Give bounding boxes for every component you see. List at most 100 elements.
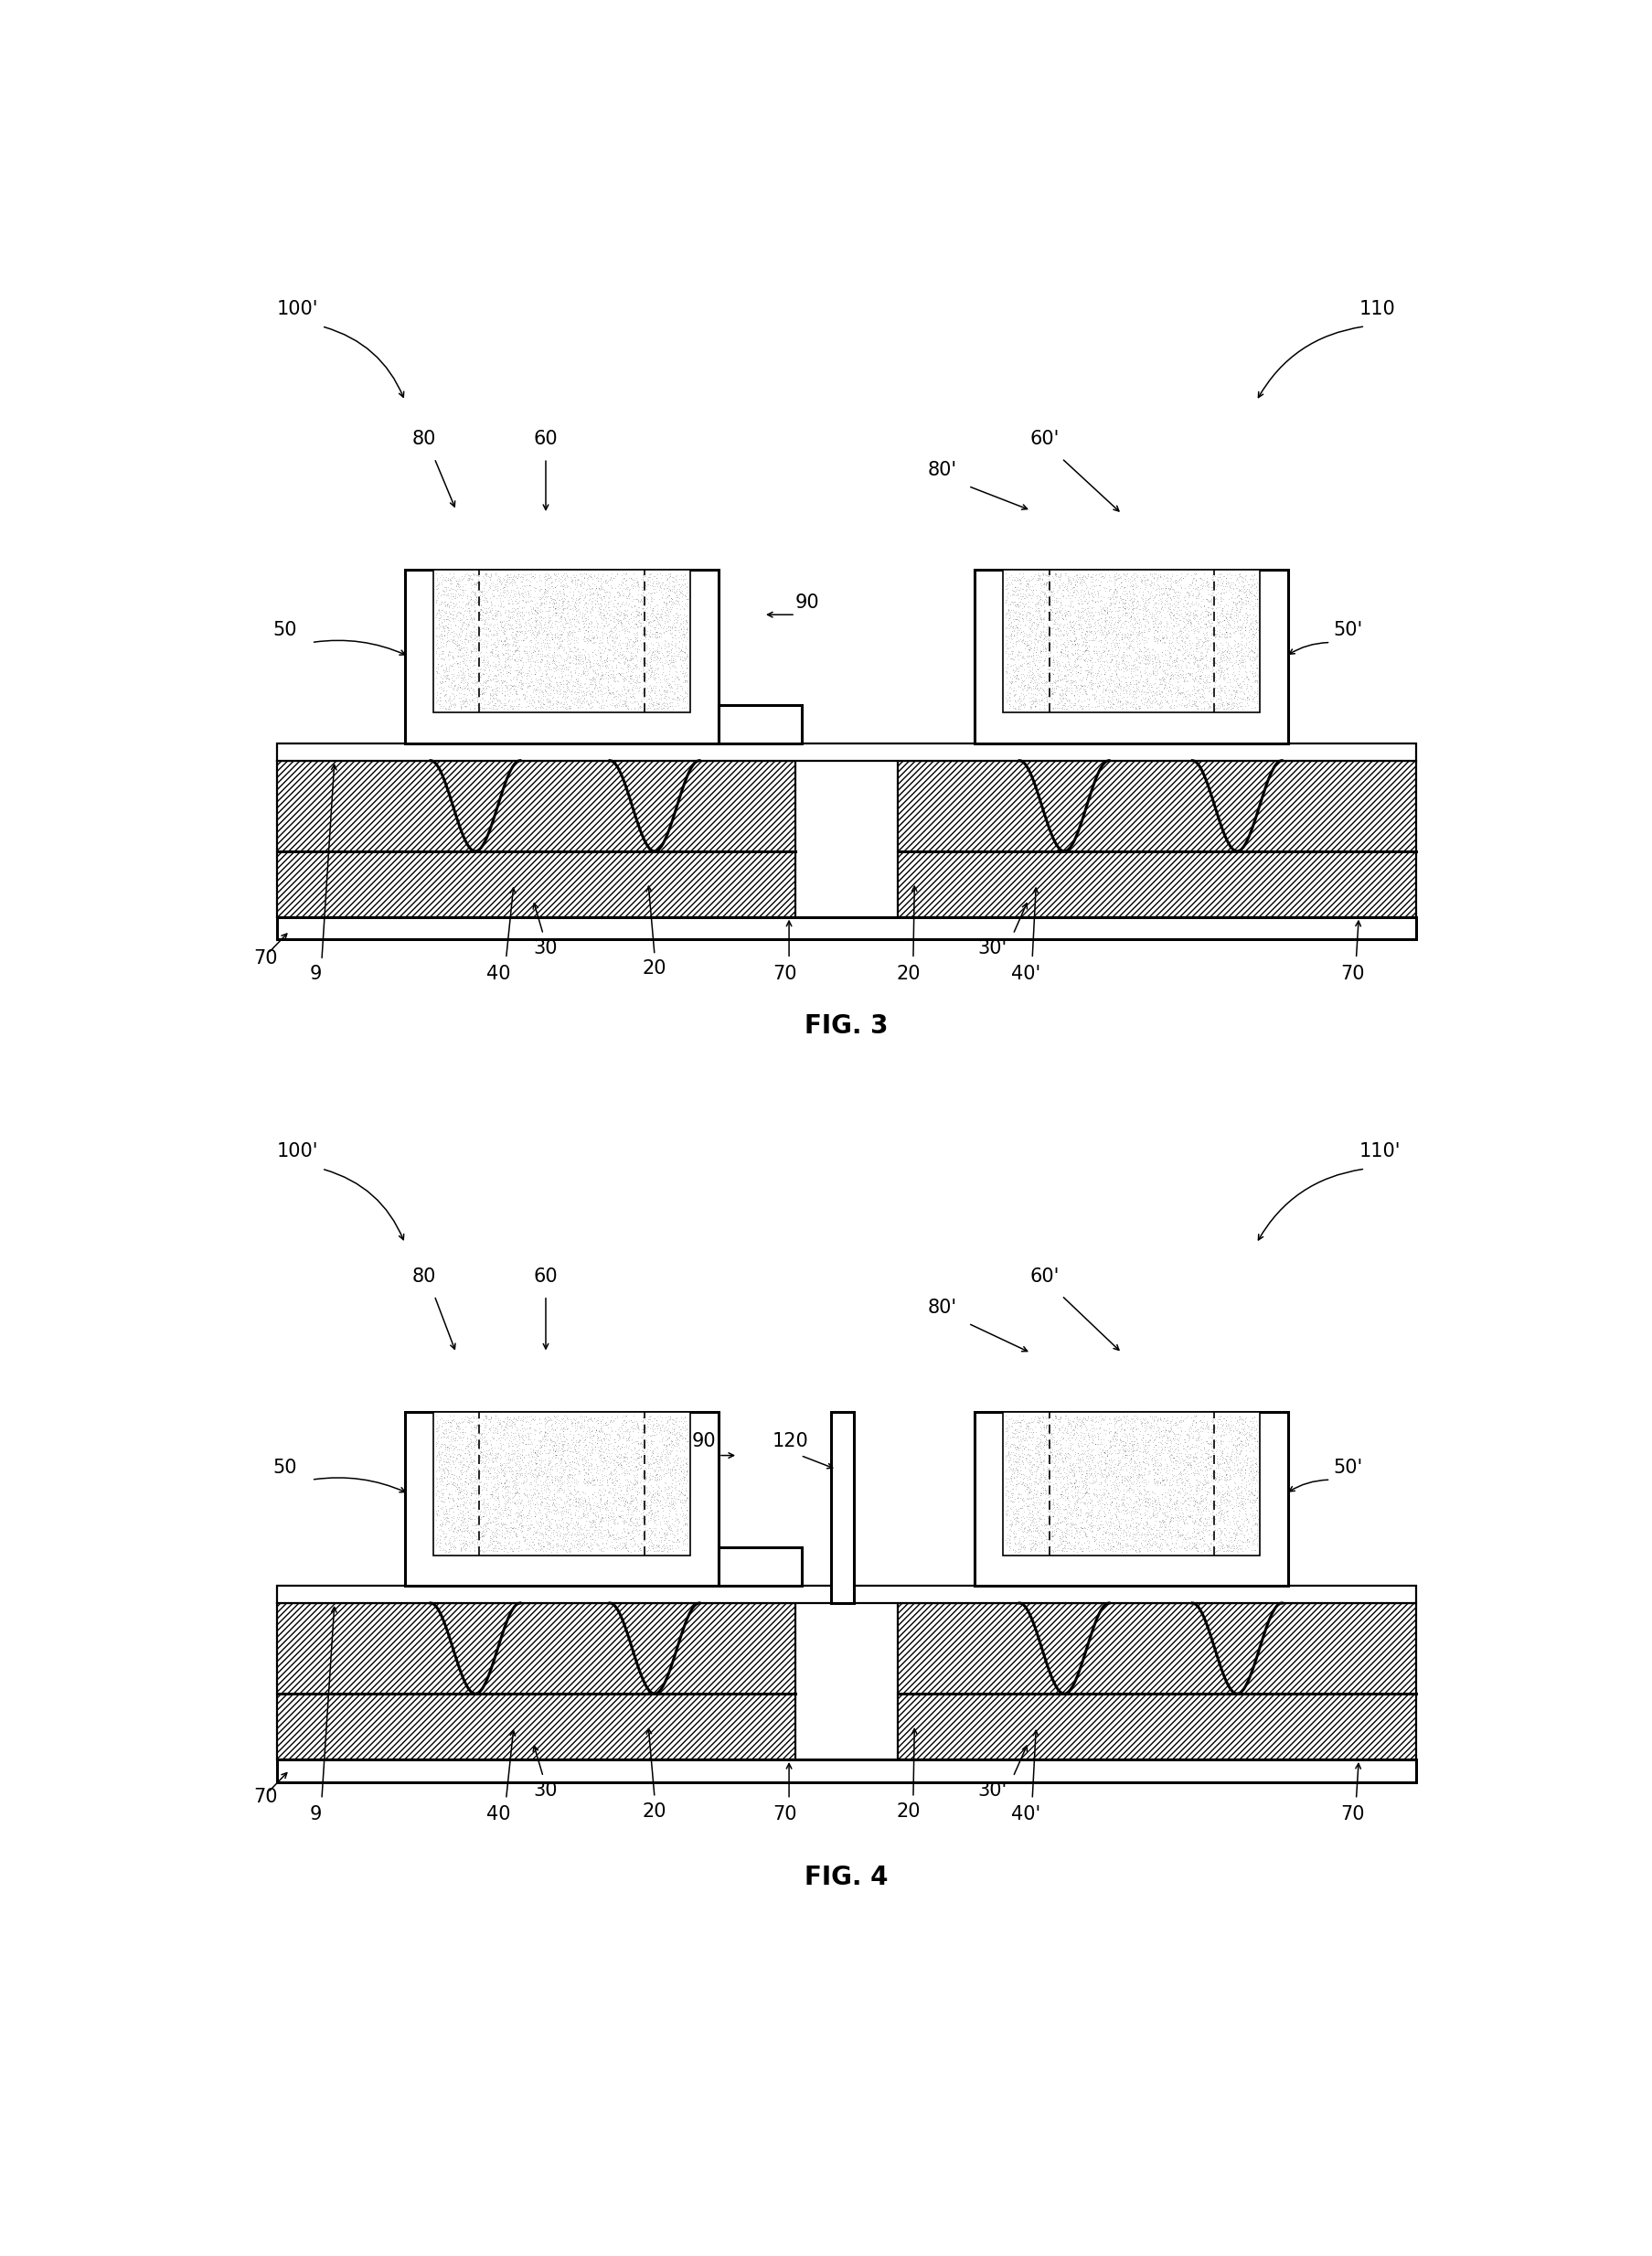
- Point: [1001, 1518, 1028, 1554]
- Point: [486, 688, 512, 724]
- Point: [615, 591, 641, 627]
- Point: [1061, 1401, 1087, 1437]
- Point: [436, 1455, 463, 1491]
- Point: [487, 1410, 514, 1446]
- Point: [1072, 557, 1099, 593]
- Point: [494, 684, 520, 720]
- Point: [1128, 1403, 1155, 1439]
- Point: [1102, 659, 1128, 695]
- Point: [651, 1527, 677, 1563]
- Point: [492, 1466, 519, 1502]
- Point: [1175, 593, 1201, 629]
- Point: [1156, 1482, 1183, 1518]
- Point: [436, 566, 463, 602]
- Point: [1094, 591, 1120, 627]
- Point: [654, 600, 681, 636]
- Point: [532, 1509, 558, 1545]
- Point: [1037, 1514, 1064, 1550]
- Point: [1125, 584, 1151, 620]
- Point: [1133, 1500, 1160, 1536]
- Point: [539, 618, 565, 654]
- Point: [998, 618, 1024, 654]
- Point: [553, 1491, 580, 1527]
- Point: [672, 607, 699, 643]
- Point: [1132, 1493, 1158, 1530]
- Point: [430, 1453, 456, 1489]
- Point: [1175, 605, 1201, 641]
- Point: [468, 1439, 494, 1475]
- Point: [1222, 1502, 1249, 1539]
- Point: [1066, 1496, 1092, 1532]
- Point: [1175, 686, 1201, 722]
- Point: [1127, 1487, 1153, 1523]
- Point: [565, 641, 591, 677]
- Point: [557, 1417, 583, 1453]
- Point: [1104, 1460, 1130, 1496]
- Point: [547, 672, 573, 708]
- Point: [1110, 1484, 1137, 1521]
- Point: [524, 1505, 550, 1541]
- Point: [494, 1534, 520, 1570]
- Point: [1153, 607, 1180, 643]
- Point: [542, 1410, 568, 1446]
- Point: [458, 1424, 484, 1460]
- Point: [544, 1516, 570, 1552]
- Point: [494, 564, 520, 600]
- Point: [1006, 607, 1032, 643]
- Point: [1003, 638, 1029, 675]
- Point: [1127, 1433, 1153, 1469]
- Point: [631, 1435, 657, 1471]
- Point: [644, 1460, 671, 1496]
- Point: [1072, 634, 1099, 670]
- Point: [662, 1451, 689, 1487]
- Point: [539, 564, 565, 600]
- Point: [993, 1496, 1019, 1532]
- Point: [644, 686, 671, 722]
- Point: [471, 1487, 497, 1523]
- Point: [461, 1460, 487, 1496]
- Point: [638, 1399, 664, 1435]
- Point: [621, 569, 648, 605]
- Point: [1006, 686, 1032, 722]
- Point: [1176, 1498, 1203, 1534]
- Point: [1044, 668, 1070, 704]
- Point: [659, 1401, 686, 1437]
- Point: [434, 1534, 461, 1570]
- Point: [1168, 593, 1194, 629]
- Point: [1137, 1421, 1163, 1457]
- Point: [624, 686, 651, 722]
- Point: [1203, 681, 1229, 717]
- Point: [468, 1509, 494, 1545]
- Point: [504, 566, 530, 602]
- Point: [1214, 569, 1241, 605]
- Point: [1194, 1462, 1221, 1498]
- Point: [1209, 566, 1236, 602]
- Point: [1069, 636, 1095, 672]
- Point: [1041, 681, 1067, 717]
- Point: [472, 1399, 499, 1435]
- Point: [544, 1507, 570, 1543]
- Point: [648, 1482, 674, 1518]
- Point: [534, 1403, 560, 1439]
- Point: [1231, 1410, 1257, 1446]
- Point: [434, 659, 461, 695]
- Point: [1150, 659, 1176, 695]
- Point: [999, 1419, 1026, 1455]
- Point: [1085, 1421, 1112, 1457]
- Point: [631, 668, 657, 704]
- Point: [448, 1505, 474, 1541]
- Point: [1226, 1512, 1252, 1548]
- Point: [1037, 596, 1064, 632]
- Point: [656, 634, 682, 670]
- Point: [468, 1514, 494, 1550]
- Point: [1146, 1401, 1173, 1437]
- Point: [463, 1480, 489, 1516]
- Point: [497, 675, 524, 711]
- Point: [1120, 566, 1146, 602]
- Point: [1193, 1448, 1219, 1484]
- Point: [1226, 634, 1252, 670]
- Point: [433, 602, 459, 638]
- Point: [1066, 1401, 1092, 1437]
- Point: [1032, 1448, 1059, 1484]
- Point: [517, 582, 544, 618]
